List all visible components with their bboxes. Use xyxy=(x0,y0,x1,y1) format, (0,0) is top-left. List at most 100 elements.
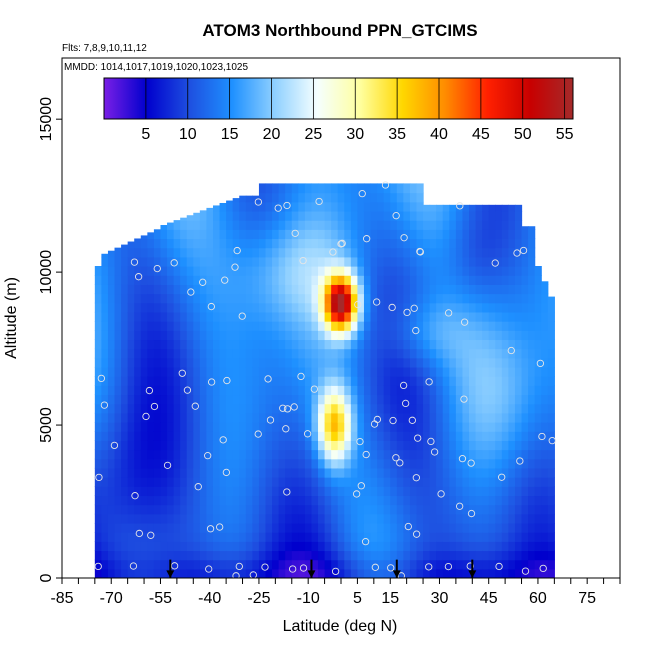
heatmap-cell xyxy=(370,275,378,285)
heatmap-cell xyxy=(219,495,227,506)
heatmap-cell xyxy=(541,422,549,432)
heatmap-cell xyxy=(180,256,188,267)
heatmap-cell xyxy=(436,366,444,377)
heatmap-cell xyxy=(153,293,162,304)
heatmap-cell xyxy=(114,394,122,405)
heatmap-cell xyxy=(508,486,516,497)
heatmap-cell xyxy=(311,220,319,230)
heatmap-cell xyxy=(541,467,549,478)
heatmap-cell xyxy=(521,256,529,267)
heatmap-cell xyxy=(416,440,424,451)
heatmap-cell xyxy=(311,504,319,515)
heatmap-cell xyxy=(199,422,208,432)
heatmap-cell xyxy=(134,394,142,405)
heatmap-cell xyxy=(173,366,181,377)
heatmap-cell xyxy=(272,210,280,221)
heatmap-cell xyxy=(429,266,437,276)
heatmap-cell xyxy=(94,385,102,396)
heatmap-cell xyxy=(377,504,385,515)
heatmap-cell xyxy=(232,284,240,295)
heatmap-cell xyxy=(252,330,260,341)
heatmap-cell xyxy=(383,321,391,331)
heatmap-cell xyxy=(94,394,102,405)
heatmap-cell xyxy=(167,284,175,295)
heatmap-cell xyxy=(147,366,155,377)
heatmap-cell xyxy=(212,266,221,276)
heatmap-cell xyxy=(521,504,529,515)
heatmap-cell xyxy=(318,504,326,515)
heatmap-cell xyxy=(298,394,306,405)
heatmap-cell xyxy=(186,293,194,304)
heatmap-cell xyxy=(521,412,529,423)
heatmap-cell xyxy=(344,302,352,313)
heatmap-cell xyxy=(403,311,411,322)
heatmap-cell xyxy=(416,284,424,295)
heatmap-cell xyxy=(285,431,293,441)
heatmap-cell xyxy=(180,357,188,368)
heatmap-cell xyxy=(212,229,221,240)
heatmap-cell xyxy=(449,284,457,295)
heatmap-cell xyxy=(127,403,135,414)
heatmap-cell xyxy=(147,403,155,414)
heatmap-cell xyxy=(423,293,431,304)
heatmap-cell xyxy=(107,513,116,524)
heatmap-cell xyxy=(199,357,208,368)
heatmap-cell xyxy=(226,513,234,524)
heatmap-cell xyxy=(160,550,168,561)
heatmap-cell xyxy=(436,477,444,487)
heatmap-cell xyxy=(514,348,523,359)
heatmap-cell xyxy=(541,440,549,451)
heatmap-cell xyxy=(94,275,102,285)
observation-marker xyxy=(207,302,215,311)
heatmap-cell xyxy=(107,431,116,441)
heatmap-cell xyxy=(140,477,148,487)
heatmap-cell xyxy=(252,522,260,533)
heatmap-cell xyxy=(495,532,503,542)
heatmap-cell xyxy=(219,302,227,313)
heatmap-cell xyxy=(272,431,280,441)
heatmap-cell xyxy=(258,522,267,533)
heatmap-cell xyxy=(495,302,503,313)
heatmap-cell xyxy=(429,339,437,350)
heatmap-cell xyxy=(462,357,470,368)
heatmap-cell xyxy=(278,210,286,221)
heatmap-cell xyxy=(344,449,352,460)
heatmap-cell xyxy=(114,284,122,295)
heatmap-cell xyxy=(199,376,208,386)
heatmap-cell xyxy=(429,247,437,258)
heatmap-cell xyxy=(245,256,253,267)
heatmap-cell xyxy=(193,366,201,377)
heatmap-cell xyxy=(462,238,470,249)
heatmap-cell xyxy=(350,477,359,487)
heatmap-cell xyxy=(337,266,345,276)
heatmap-cell xyxy=(363,311,372,322)
heatmap-cell xyxy=(134,495,142,506)
heatmap-cell xyxy=(396,458,404,469)
heatmap-cell xyxy=(429,522,437,533)
heatmap-cell xyxy=(285,330,293,341)
heatmap-cell xyxy=(455,210,464,221)
heatmap-cell xyxy=(258,330,267,341)
heatmap-cell xyxy=(337,357,345,368)
heatmap-cell xyxy=(528,486,536,497)
heatmap-cell xyxy=(219,449,227,460)
heatmap-cell xyxy=(521,311,529,322)
heatmap-cell xyxy=(547,376,555,386)
heatmap-cell xyxy=(475,238,483,249)
heatmap-cell xyxy=(409,266,418,276)
heatmap-cell xyxy=(488,440,496,451)
heatmap-cell xyxy=(475,550,483,561)
heatmap-cell xyxy=(521,293,529,304)
observation-marker xyxy=(233,246,241,255)
heatmap-cell xyxy=(180,403,188,414)
heatmap-cell xyxy=(514,449,523,460)
heatmap-cell xyxy=(514,376,523,386)
heatmap-cell xyxy=(252,247,260,258)
heatmap-cell xyxy=(219,422,227,432)
heatmap-cell xyxy=(199,330,208,341)
heatmap-cell xyxy=(324,366,332,377)
x-tick-label: -10 xyxy=(297,590,320,607)
heatmap-cell xyxy=(390,293,398,304)
heatmap-cell xyxy=(278,440,286,451)
heatmap-cell xyxy=(298,532,306,542)
